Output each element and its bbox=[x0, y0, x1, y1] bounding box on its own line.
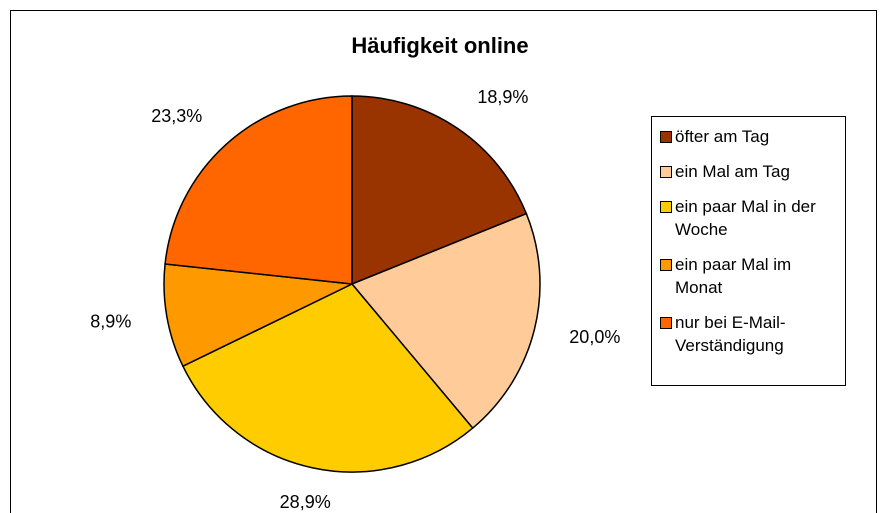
legend-item: ein Mal am Tag bbox=[660, 160, 845, 183]
legend-label: öfter am Tag bbox=[675, 127, 770, 146]
legend-label: ein Mal am Tag bbox=[675, 162, 790, 181]
legend-label: ein paar Mal in der Woche bbox=[675, 197, 816, 239]
legend-swatch bbox=[660, 201, 672, 213]
pie-slice bbox=[164, 95, 353, 285]
data-label: 23,3% bbox=[151, 106, 202, 126]
data-label: 28,9% bbox=[280, 492, 331, 512]
legend-item: öfter am Tag bbox=[660, 125, 845, 148]
data-label: 8,9% bbox=[90, 311, 131, 331]
legend-label: ein paar Mal im Monat bbox=[675, 255, 792, 297]
legend: öfter am Tag ein Mal am Tag ein paar Mal i… bbox=[651, 116, 846, 386]
legend-label: nur bei E-Mail-Verständigung bbox=[675, 313, 786, 355]
chart-title: Häufigkeit online bbox=[351, 33, 528, 58]
legend-item: ein paar Mal in der Woche bbox=[660, 195, 845, 241]
data-label: 18,9% bbox=[477, 87, 528, 107]
legend-swatch bbox=[660, 317, 672, 329]
legend-swatch bbox=[660, 259, 672, 271]
legend-swatch bbox=[660, 166, 672, 178]
legend-item: ein paar Mal im Monat bbox=[660, 253, 845, 299]
legend-swatch bbox=[660, 131, 672, 143]
data-label: 20,0% bbox=[569, 327, 620, 347]
pie-slice bbox=[163, 263, 355, 368]
pie-slice bbox=[350, 212, 541, 430]
legend-item: nur bei E-Mail-Verständigung bbox=[660, 311, 845, 357]
pie-slice bbox=[351, 95, 528, 286]
